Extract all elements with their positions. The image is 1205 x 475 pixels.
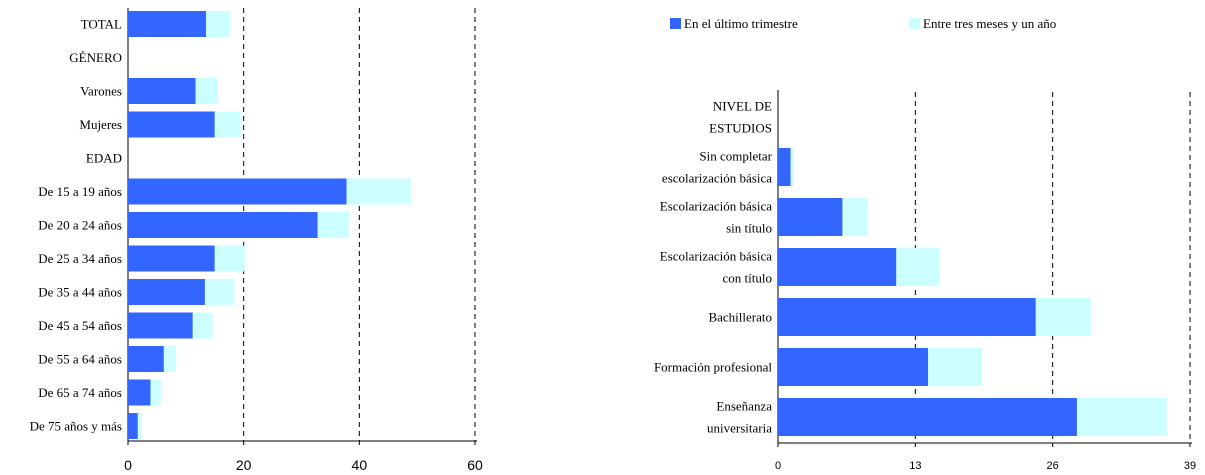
bar-three-months-to-year (137, 413, 142, 439)
category-label-bachillerato: Bachillerato (708, 310, 772, 325)
bar-three-months-to-year (214, 245, 245, 272)
bar-last-quarter (778, 248, 897, 286)
bar-three-months-to-year (204, 279, 235, 305)
legend-label-three-months-to-year: Entre tres meses y un año (923, 16, 1056, 31)
legend-label-last-quarter: En el último trimestre (684, 16, 798, 31)
category-label-genero: GÉNERO (69, 50, 122, 65)
bar-last-quarter (128, 111, 215, 138)
bar-three-months-to-year (346, 178, 411, 205)
x-tick-label: 60 (467, 457, 483, 473)
bar-three-months-to-year (192, 312, 213, 339)
x-tick-label: 0 (775, 460, 781, 472)
bar-last-quarter (128, 346, 164, 372)
category-label-ensenanza-universitaria: Enseñanza universitaria (707, 399, 772, 436)
bar-last-quarter (778, 348, 929, 386)
category-label-escolarizacion-basica-con-titulo: Escolarización básica con título (660, 249, 772, 286)
category-label-sin-completar-escolarizacion-basica: Sin completar escolarización básica (662, 149, 773, 186)
x-tick-label: 39 (1184, 460, 1196, 472)
bar-three-months-to-year (1035, 298, 1091, 336)
category-label-de-15-a-19-anos: De 15 a 19 años (38, 184, 122, 199)
left-chart: 0 20 40 60 TOTAL GÉNERO Varones Mujeres EDAD De 1… (30, 8, 483, 473)
bar-last-quarter (778, 298, 1036, 336)
category-label-edad: EDAD (86, 151, 122, 166)
bar-last-quarter (128, 178, 347, 205)
category-label-de-20-a-24-anos: De 20 a 24 años (38, 218, 122, 233)
category-label-escolarizacion-basica-sin-titulo: Escolarización básica sin título (660, 199, 772, 236)
x-tick-label: 13 (909, 460, 921, 472)
category-label-de-65-a-74-anos: De 65 a 74 años (38, 385, 122, 400)
x-tick-label: 26 (1047, 460, 1059, 472)
bar-last-quarter (128, 279, 205, 305)
bar-three-months-to-year (790, 148, 794, 186)
category-label-de-45-a-54-anos: De 45 a 54 años (38, 318, 122, 333)
bar-last-quarter (128, 78, 196, 104)
bar-last-quarter (778, 398, 1077, 436)
category-label-nivel-de-estudios: NIVEL DE ESTUDIOS (709, 99, 772, 136)
bar-three-months-to-year (163, 346, 177, 372)
x-tick-label: 40 (352, 457, 368, 473)
bar-last-quarter (778, 148, 791, 186)
bar-three-months-to-year (928, 348, 982, 386)
bar-three-months-to-year (842, 198, 868, 236)
legend: En el último trimestre Entre tres meses … (670, 16, 1056, 31)
bar-last-quarter (128, 413, 138, 439)
bar-three-months-to-year (206, 11, 231, 37)
bar-last-quarter (128, 11, 207, 37)
bar-last-quarter (128, 312, 193, 339)
bar-three-months-to-year (150, 379, 161, 406)
bar-last-quarter (128, 245, 215, 272)
bar-three-months-to-year (1076, 398, 1167, 436)
bar-last-quarter (128, 379, 151, 406)
bar-last-quarter (128, 212, 318, 238)
category-label-de-25-a-34-anos: De 25 a 34 años (38, 251, 122, 266)
bar-three-months-to-year (195, 78, 218, 104)
category-label-de-35-a-44-anos: De 35 a 44 años (38, 285, 122, 300)
category-label-total: TOTAL (81, 17, 122, 32)
x-tick-label: 0 (124, 457, 132, 473)
category-label-formacion-profesional: Formación profesional (654, 360, 772, 375)
bar-three-months-to-year (317, 212, 349, 238)
category-label-mujeres: Mujeres (79, 117, 122, 132)
bar-three-months-to-year (214, 111, 241, 138)
right-chart: 0 13 26 39 NIVEL DE ESTUDIOS Sin completar esco… (654, 90, 1196, 472)
category-label-varones: Varones (80, 84, 122, 99)
x-tick-label: 20 (236, 457, 252, 473)
bar-last-quarter (778, 198, 843, 236)
legend-swatch-last-quarter (670, 18, 681, 29)
category-label-de-75-anos-y-mas: De 75 años y más (30, 419, 122, 434)
legend-swatch-three-months-to-year (909, 18, 920, 29)
bar-three-months-to-year (896, 248, 940, 286)
category-label-de-55-a-64-anos: De 55 a 64 años (38, 352, 122, 367)
